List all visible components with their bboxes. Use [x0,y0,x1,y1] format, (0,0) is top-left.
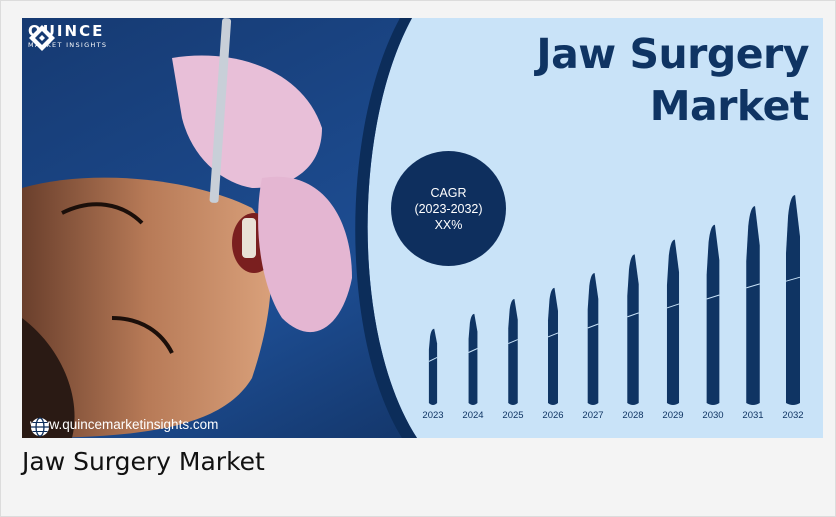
scalpel-blade-line-2024 [468,348,478,353]
scalpel-bars: 2023 2024 2025 2026 2027 2028 2029 2030 2031 2032 [422,195,804,421]
scalpel-bar-2024 [468,313,478,405]
scalpel-blade-line-2032 [785,276,801,282]
braces [242,218,256,258]
gloved-hand-top [172,55,322,189]
quince-diamond-logo-icon [29,25,55,51]
year-label-2030: 2030 [702,410,723,421]
cagr-value: XX% [434,217,463,232]
scalpel-bar-2031 [746,206,760,405]
scalpel-blade-line-2029 [666,303,680,309]
scalpel-blade-line-2028 [627,312,639,318]
market-banner-image: 2023 2024 2025 2026 2027 2028 2029 2030 2031 2032… [22,18,823,438]
scalpel-bar-2026 [548,287,558,405]
scalpel-bar-2029 [666,239,680,405]
scalpel-blade-line-2027 [587,323,599,329]
gloved-hand-right [258,176,352,333]
scalpel-blade-line-2031 [746,283,760,289]
scalpel-blade-line-2026 [547,332,559,338]
closed-eye-lower [111,316,174,354]
patient-face [22,177,271,438]
scalpel-bar-2028 [627,254,639,405]
scalpel-bar-2032 [786,195,800,405]
banner-title-line2: Market [649,82,810,130]
brand-subtitle: MARKET INSIGHTS [28,41,108,49]
year-label-2029: 2029 [662,410,683,421]
scalpel-bar-2027 [587,273,599,405]
image-caption: Jaw Surgery Market [22,447,265,476]
year-label-2024: 2024 [462,410,483,421]
scalpel-blade-line-2025 [508,339,518,345]
panel-edge [355,18,417,438]
year-label-2023: 2023 [422,410,443,421]
quince-logo: QUINCE MARKET INSIGHTS [28,24,108,51]
scalpel-bar-2025 [508,299,518,405]
year-label-2026: 2026 [542,410,563,421]
dental-instrument [209,18,232,203]
banner-title-line1: Jaw Surgery [536,30,809,78]
website-footer: www.quincemarketinsights.com [30,417,219,437]
scalpel-bar-2023 [428,328,438,405]
year-label-2025: 2025 [502,410,523,421]
year-label-2028: 2028 [622,410,643,421]
closed-eye-upper [61,202,144,225]
website-url: www.quincemarketinsights.com [30,417,219,432]
cagr-period: (2023-2032) [414,201,483,216]
scalpel-blade-line-2030 [706,294,720,300]
banner-artwork: 2023 2024 2025 2026 2027 2028 2029 2030 2031 2032 [22,18,823,438]
scalpel-bar-2030 [706,224,720,405]
cagr-badge: CAGR (2023-2032) XX% [391,151,506,266]
year-label-2032: 2032 [782,410,803,421]
globe-icon [31,417,49,437]
scalpel-blade-line-2023 [428,356,438,362]
banner-title: Jaw Surgery Market [536,28,809,132]
cagr-label: CAGR [430,185,467,200]
year-label-2031: 2031 [742,410,763,421]
patient-hair [22,318,75,438]
year-label-2027: 2027 [582,410,603,421]
